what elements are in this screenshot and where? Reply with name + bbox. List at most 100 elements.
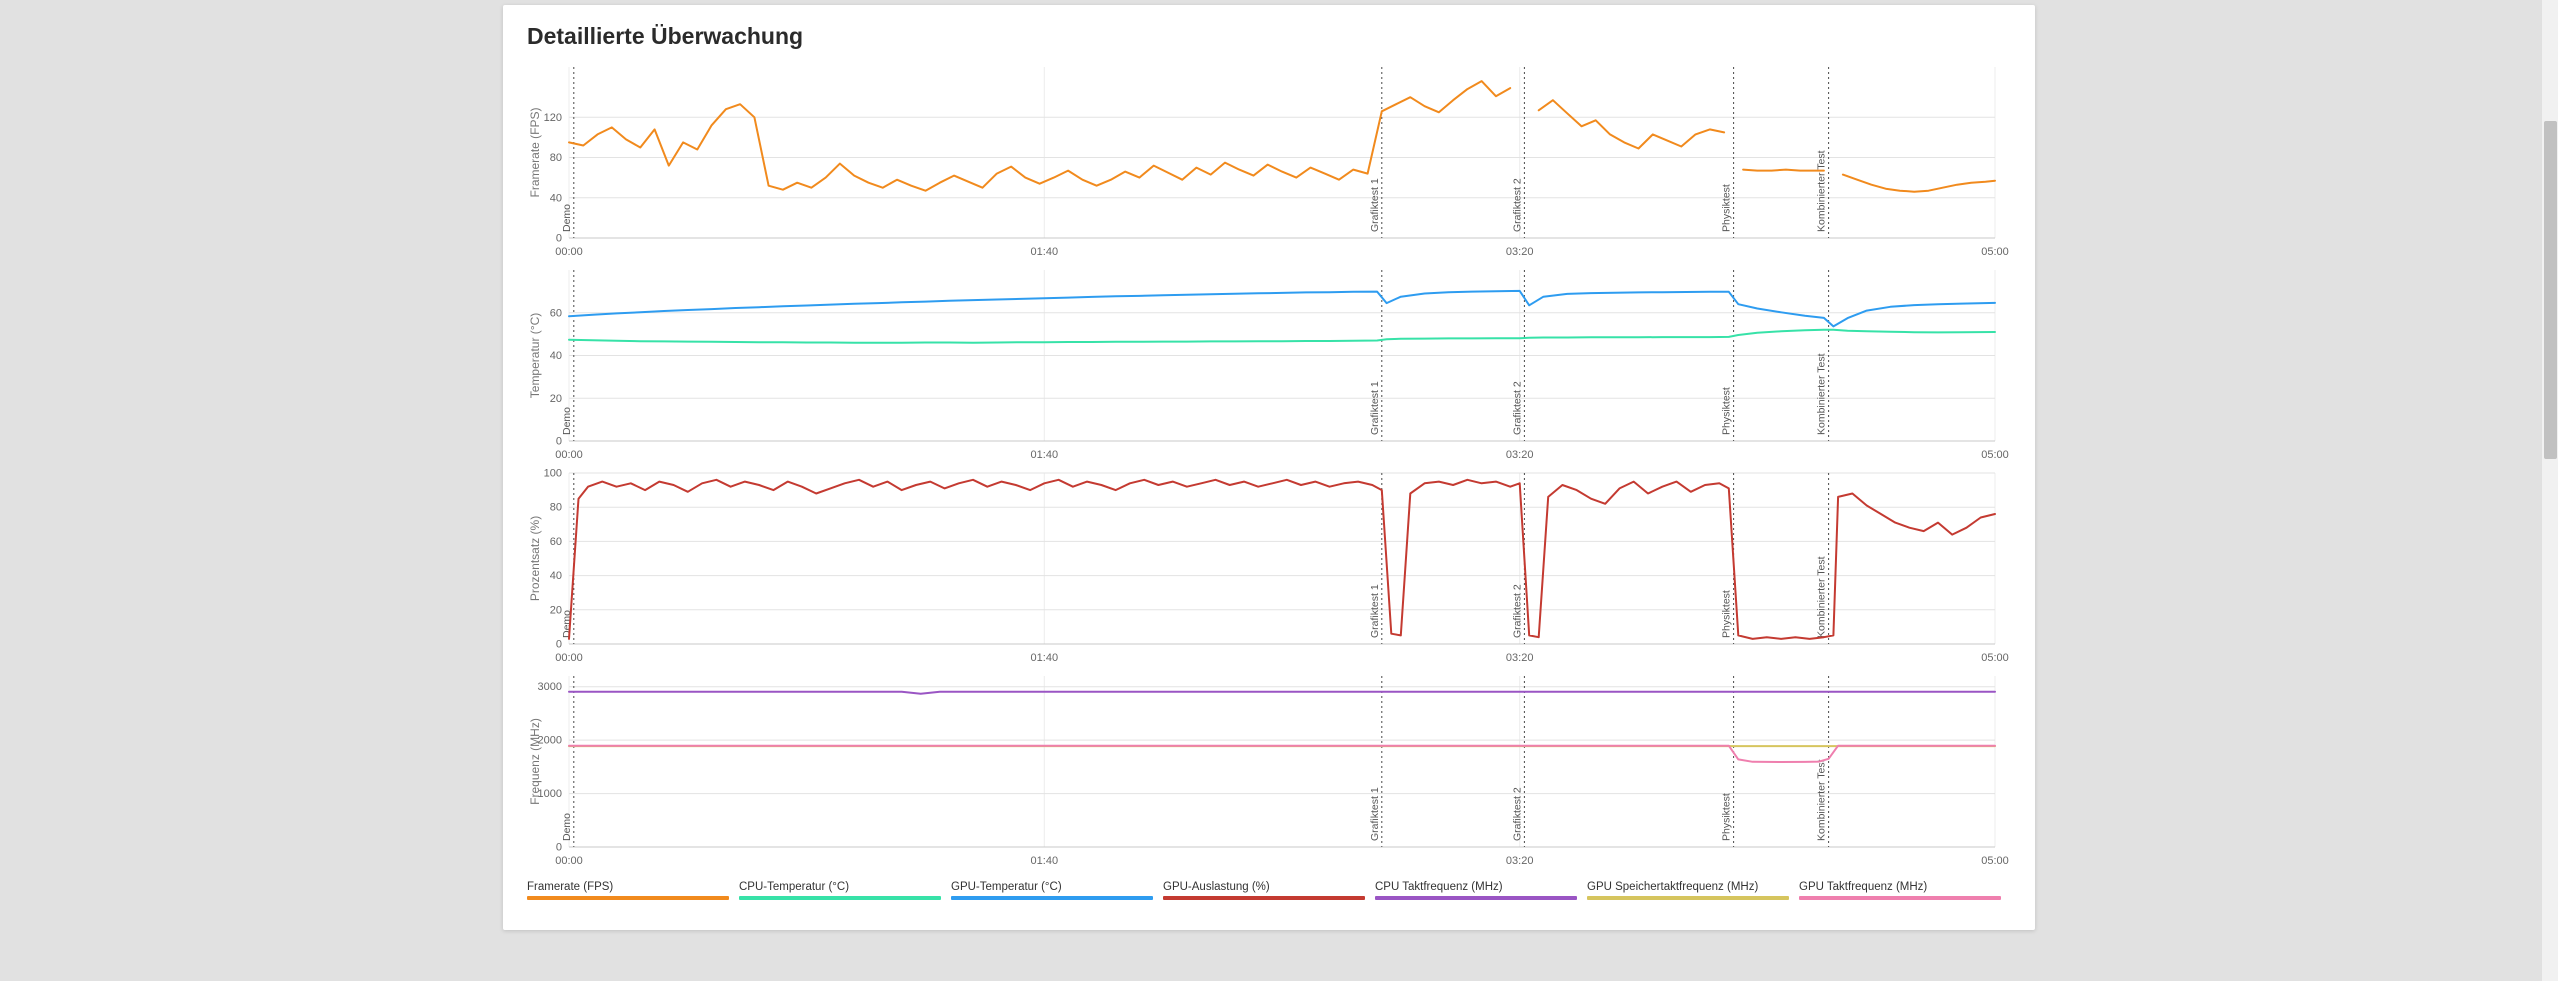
svg-text:20: 20 <box>550 604 562 616</box>
legend-swatch <box>1799 896 2001 900</box>
svg-text:3000: 3000 <box>538 681 562 693</box>
series-line <box>568 690 1996 695</box>
scrollbar-thumb[interactable] <box>2544 121 2557 459</box>
phase-markers: Demo Grafiktest 1 Grafiktest 2 Physiktest Ko… <box>561 473 1830 644</box>
svg-text:03:20: 03:20 <box>1506 652 1534 664</box>
series-line <box>568 289 1996 328</box>
phase-markers: Demo Grafiktest 1 Grafiktest 2 Physiktest Ko… <box>561 67 1830 238</box>
svg-text:Kombinierter Test: Kombinierter Test <box>1816 150 1828 232</box>
svg-text:Grafiktest 2: Grafiktest 2 <box>1511 178 1523 232</box>
svg-text:00:00: 00:00 <box>555 246 583 258</box>
legend-label: CPU Taktfrequenz (MHz) <box>1375 881 1503 893</box>
legend-label: GPU Taktfrequenz (MHz) <box>1799 881 1928 893</box>
svg-text:40: 40 <box>550 192 562 204</box>
legend-swatch <box>951 896 1153 900</box>
svg-text:20: 20 <box>550 393 562 405</box>
legend-item[interactable]: GPU-Temperatur (°C) <box>951 881 1163 900</box>
svg-text:00:00: 00:00 <box>555 855 583 867</box>
legend-item[interactable]: GPU Taktfrequenz (MHz) <box>1799 881 2011 900</box>
svg-text:1000: 1000 <box>538 788 562 800</box>
framerate-chart[interactable]: 00:00 01:40 03:20 05:00 0 40 80 120 Demo Grafikte… <box>527 61 2011 264</box>
legend-item[interactable]: Framerate (FPS) <box>527 881 739 900</box>
svg-text:Grafiktest 1: Grafiktest 1 <box>1369 584 1381 638</box>
svg-text:00:00: 00:00 <box>555 449 583 461</box>
series-line <box>568 80 1996 193</box>
y-axis-title: Temperatur (°C) <box>528 313 542 398</box>
y-grid: 0 20 40 60 80 100 <box>544 468 1995 651</box>
svg-text:01:40: 01:40 <box>1031 246 1059 258</box>
svg-text:2000: 2000 <box>538 735 562 747</box>
series-line <box>568 328 1996 344</box>
temperature-chart[interactable]: 00:00 01:40 03:20 05:00 0 20 40 60 Demo Grafiktes… <box>527 264 2011 467</box>
svg-text:40: 40 <box>550 350 562 362</box>
frequency-chart[interactable]: 00:00 01:40 03:20 05:00 0 1000 2000 3000 Demo Gra… <box>527 670 2011 873</box>
card-title: Detaillierte Überwachung <box>527 23 804 49</box>
legend-item[interactable]: CPU Taktfrequenz (MHz) <box>1375 881 1587 900</box>
phase-markers: Demo Grafiktest 1 Grafiktest 2 Physiktest Ko… <box>561 676 1830 847</box>
svg-text:Grafiktest 1: Grafiktest 1 <box>1369 178 1381 232</box>
svg-text:05:00: 05:00 <box>1981 246 2009 258</box>
x-grid: 00:00 01:40 03:20 05:00 <box>555 473 2009 664</box>
svg-text:Kombinierter Test: Kombinierter Test <box>1816 759 1828 841</box>
svg-text:01:40: 01:40 <box>1031 449 1059 461</box>
svg-text:03:20: 03:20 <box>1506 246 1534 258</box>
y-axis-title: Framerate (FPS) <box>528 107 542 197</box>
phase-markers: Demo Grafiktest 1 Grafiktest 2 Physiktest Ko… <box>561 270 1830 441</box>
svg-text:05:00: 05:00 <box>1981 855 2009 867</box>
svg-text:Kombinierter Test: Kombinierter Test <box>1816 353 1828 435</box>
series-line <box>568 744 1996 763</box>
svg-text:Grafiktest 2: Grafiktest 2 <box>1511 584 1523 638</box>
svg-text:Physiktest: Physiktest <box>1721 590 1733 638</box>
x-grid: 00:00 01:40 03:20 05:00 <box>555 676 2009 867</box>
svg-text:05:00: 05:00 <box>1981 449 2009 461</box>
chart-legend: Framerate (FPS) CPU-Temperatur (°C) GPU-Te… <box>527 881 2011 900</box>
svg-text:120: 120 <box>544 112 562 124</box>
svg-text:100: 100 <box>544 468 562 480</box>
legend-label: Framerate (FPS) <box>527 881 614 893</box>
svg-text:01:40: 01:40 <box>1031 855 1059 867</box>
svg-text:Demo: Demo <box>561 407 573 435</box>
svg-text:Demo: Demo <box>561 204 573 232</box>
legend-label: GPU-Auslastung (%) <box>1163 881 1270 893</box>
monitoring-card: Detaillierte Überwachung 00:00 01:40 03:20… <box>503 5 2035 930</box>
svg-text:Grafiktest 1: Grafiktest 1 <box>1369 381 1381 435</box>
page-scrollbar[interactable] <box>2541 0 2558 981</box>
svg-text:Demo: Demo <box>561 813 573 841</box>
svg-text:80: 80 <box>550 152 562 164</box>
legend-swatch <box>739 896 941 900</box>
svg-text:Kombinierter Test: Kombinierter Test <box>1816 556 1828 638</box>
svg-text:0: 0 <box>556 842 562 854</box>
svg-text:01:40: 01:40 <box>1031 652 1059 664</box>
svg-text:60: 60 <box>550 307 562 319</box>
legend-item[interactable]: GPU-Auslastung (%) <box>1163 881 1375 900</box>
y-grid: 0 40 80 120 <box>544 112 1995 245</box>
utilization-chart[interactable]: 00:00 01:40 03:20 05:00 0 20 40 60 80 100 Demo Graf… <box>527 467 2011 670</box>
svg-text:Physiktest: Physiktest <box>1721 387 1733 435</box>
svg-text:0: 0 <box>556 436 562 448</box>
svg-text:00:00: 00:00 <box>555 652 583 664</box>
y-axis-title: Frequenz (MHz) <box>528 718 542 805</box>
y-axis-title: Prozentsatz (%) <box>528 516 542 601</box>
y-grid: 0 1000 2000 3000 <box>538 681 1995 854</box>
svg-text:0: 0 <box>556 233 562 245</box>
svg-text:Grafiktest 2: Grafiktest 2 <box>1511 381 1523 435</box>
svg-text:Grafiktest 2: Grafiktest 2 <box>1511 787 1523 841</box>
legend-label: GPU Speichertaktfrequenz (MHz) <box>1587 881 1759 893</box>
svg-text:Physiktest: Physiktest <box>1721 793 1733 841</box>
x-grid: 00:00 01:40 03:20 05:00 <box>555 270 2009 461</box>
series-line <box>568 478 1996 640</box>
legend-item[interactable]: CPU-Temperatur (°C) <box>739 881 951 900</box>
legend-label: CPU-Temperatur (°C) <box>739 881 850 893</box>
svg-text:03:20: 03:20 <box>1506 449 1534 461</box>
svg-text:03:20: 03:20 <box>1506 855 1534 867</box>
legend-item[interactable]: GPU Speichertaktfrequenz (MHz) <box>1587 881 1799 900</box>
legend-swatch <box>1375 896 1577 900</box>
svg-text:0: 0 <box>556 639 562 651</box>
legend-swatch <box>1163 896 1365 900</box>
svg-text:40: 40 <box>550 570 562 582</box>
svg-text:Grafiktest 1: Grafiktest 1 <box>1369 787 1381 841</box>
y-grid: 0 20 40 60 <box>550 307 1995 448</box>
legend-swatch <box>527 896 729 900</box>
x-grid: 00:00 01:40 03:20 05:00 <box>555 67 2009 258</box>
